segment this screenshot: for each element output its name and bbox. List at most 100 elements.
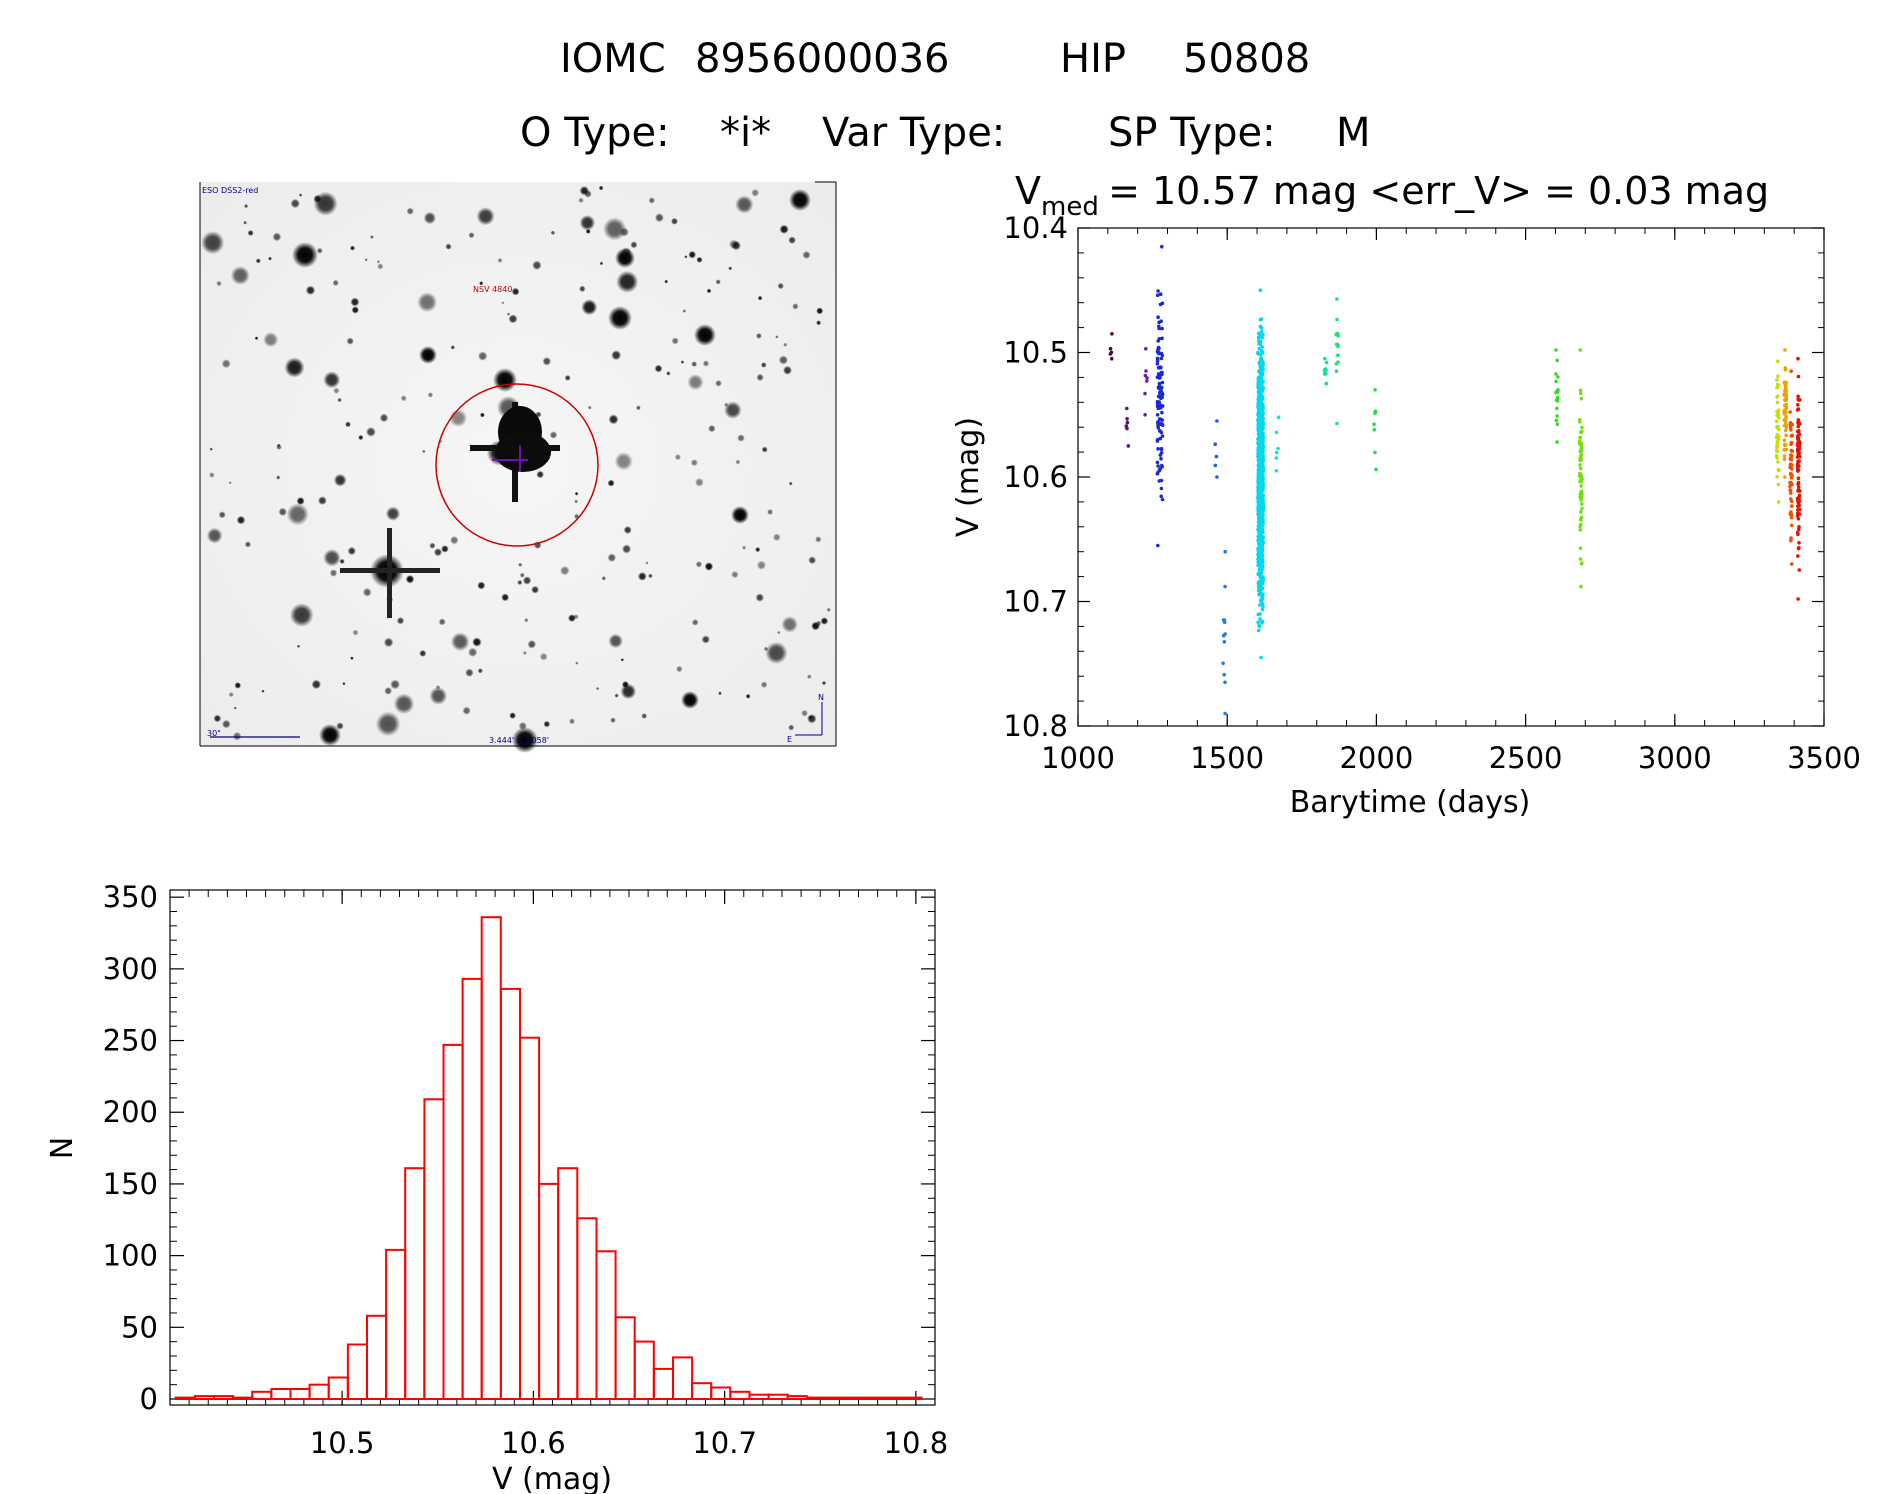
- light-curve-point: [1256, 628, 1261, 633]
- light-curve-point: [1775, 395, 1779, 399]
- header-vartype-label: Var Type:: [822, 110, 1005, 156]
- light-curve-point: [1156, 447, 1160, 451]
- field-star: [244, 204, 249, 209]
- light-curve-point: [1797, 541, 1801, 545]
- light-curve-point: [1335, 421, 1339, 426]
- light-curve-point: [1256, 437, 1260, 442]
- light-curve-point: [1579, 522, 1583, 527]
- light-curve-point: [1260, 345, 1265, 349]
- x-tick-label: 1500: [1190, 741, 1264, 775]
- light-curve-point: [1257, 547, 1262, 551]
- light-curve-point: [1256, 432, 1261, 436]
- light-curve-point: [1324, 360, 1329, 365]
- light-curve-point: [1257, 624, 1262, 629]
- finder-object-label: NSV 4840: [473, 285, 512, 294]
- field-star: [603, 217, 627, 241]
- light-curve-point: [1159, 447, 1164, 452]
- field-star: [731, 240, 741, 251]
- light-curve-point: [1797, 503, 1801, 508]
- light-curve-point: [1259, 326, 1264, 330]
- light-curve-point: [1578, 478, 1583, 483]
- light-curve-point: [1257, 405, 1261, 410]
- light-curve-point: [1783, 348, 1787, 352]
- field-star: [206, 527, 223, 544]
- field-star: [522, 576, 532, 585]
- bright-star: [493, 368, 517, 392]
- field-star: [209, 447, 213, 451]
- x-tick-label: 10.6: [501, 1426, 566, 1460]
- light-curve-point: [1789, 512, 1794, 517]
- light-curve-point: [1256, 377, 1261, 381]
- field-star: [777, 631, 781, 634]
- light-curve-point: [1258, 484, 1262, 489]
- field-star: [323, 371, 341, 389]
- histogram-bar: [825, 1396, 847, 1400]
- light-curve-point: [1258, 342, 1263, 347]
- header-sptype-label: SP Type:: [1108, 110, 1276, 156]
- light-curve-point: [1776, 412, 1781, 417]
- field-star: [788, 724, 795, 731]
- histogram-bar: [595, 1250, 617, 1401]
- light-curve-point: [1258, 373, 1263, 378]
- light-curve-point: [1578, 517, 1583, 522]
- light-curve-point: [1796, 394, 1800, 399]
- light-curve-point: [1258, 452, 1263, 456]
- field-star: [676, 665, 683, 673]
- field-star: [611, 350, 622, 361]
- field-star: [801, 709, 808, 717]
- y-tick-label: 10.5: [1003, 336, 1068, 370]
- field-star: [620, 658, 624, 662]
- field-star: [680, 360, 685, 364]
- field-star: [648, 197, 655, 204]
- field-star: [277, 443, 281, 447]
- field-star: [438, 618, 446, 626]
- light-curve-point: [1373, 450, 1377, 455]
- light-curve-point: [1261, 332, 1265, 337]
- x-tick-label: 3000: [1638, 741, 1712, 775]
- field-star: [550, 230, 556, 235]
- x-tick-label: 10.5: [310, 1426, 375, 1460]
- light-curve-point: [1782, 457, 1787, 462]
- field-star: [352, 629, 359, 636]
- header-sptype-value: M: [1336, 110, 1371, 156]
- field-star: [773, 533, 781, 542]
- finder-star-field: [201, 185, 831, 753]
- field-star: [608, 633, 623, 649]
- histogram-bar: [729, 1390, 751, 1401]
- light-curve-point: [1156, 289, 1160, 293]
- field-star: [350, 656, 354, 660]
- light-curve-point: [1145, 379, 1149, 383]
- light-curve-point: [1372, 422, 1376, 427]
- histogram-bar: [576, 1217, 598, 1401]
- light-curve-point: [1156, 339, 1160, 343]
- light-curve-point: [1790, 523, 1794, 528]
- light-curve-point: [1259, 329, 1264, 334]
- field-star: [346, 337, 354, 345]
- histogram-bar: [672, 1356, 694, 1401]
- histogram-axes: 10.5 10.6 10.7 10.8 0 50 100 150 200 250 300 350: [103, 880, 949, 1460]
- light-curve-point: [1776, 500, 1781, 504]
- field-star: [254, 336, 259, 341]
- light-curve-point: [1579, 584, 1583, 589]
- light-curve-point: [1257, 552, 1261, 556]
- light-curve-point: [1796, 459, 1800, 464]
- field-star: [779, 224, 789, 234]
- y-tick-label: 0: [140, 1382, 158, 1416]
- light-curve-point: [1784, 380, 1788, 385]
- light-curve-point: [1789, 434, 1794, 438]
- light-curve-point: [1580, 425, 1584, 430]
- light-curve-point: [1775, 378, 1779, 382]
- light-curve-point: [1797, 432, 1802, 436]
- light-curve-point: [1777, 416, 1781, 420]
- field-star: [767, 509, 774, 515]
- field-star: [377, 263, 384, 270]
- histogram-bar: [461, 977, 483, 1401]
- field-star: [384, 687, 393, 695]
- field-star: [289, 603, 314, 627]
- light-curve-panel: V med = 10.57 mag <err_V> = 0.03 mag 100…: [951, 169, 1861, 820]
- field-star: [201, 231, 225, 255]
- bright-star: [694, 324, 716, 346]
- field-star: [820, 617, 829, 625]
- light-curve-point: [1782, 417, 1787, 422]
- light-curve-point: [1261, 565, 1265, 569]
